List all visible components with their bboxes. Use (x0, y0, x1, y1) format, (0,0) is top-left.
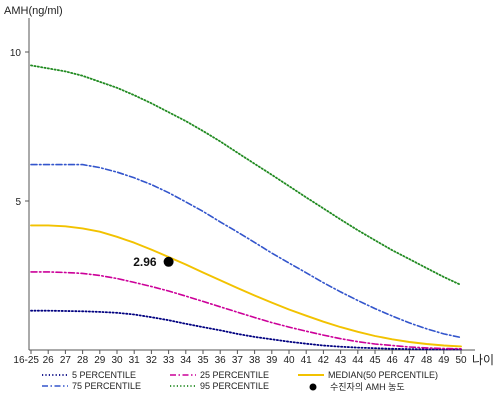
x-tick-label: 28 (77, 355, 89, 366)
series-lines (30, 64, 462, 351)
x-tick-label: 46 (387, 355, 399, 366)
x-tick-label: 40 (283, 355, 295, 366)
x-tick-label: 44 (352, 355, 364, 366)
x-tick-label: 47 (404, 355, 416, 366)
x-tick-label: 26 (43, 355, 55, 366)
series-line (30, 271, 462, 350)
legend-label: 95 PERCENTILE (200, 381, 269, 391)
series-line (30, 64, 462, 286)
patient-amh-label: 2.96 (133, 255, 157, 269)
x-tick-label: 45 (369, 355, 381, 366)
x-tick-label: 31 (129, 355, 141, 366)
series-line (30, 224, 462, 348)
x-tick-label: 48 (421, 355, 433, 366)
series-line (30, 309, 462, 351)
series-line (30, 163, 462, 339)
x-tick-label: 34 (180, 355, 192, 366)
legend-label: 25 PERCENTILE (200, 370, 269, 380)
x-tick-label: 49 (438, 355, 450, 366)
x-tick-label: 32 (146, 355, 158, 366)
legend-label: 75 PERCENTILE (72, 381, 141, 391)
x-tick-label: 39 (266, 355, 278, 366)
legend: 5 PERCENTILE 25 PERCENTILE MEDIAN(50 PERCE… (42, 370, 438, 392)
x-tick-label: 33 (163, 355, 175, 366)
x-tick-label: 27 (60, 355, 72, 366)
legend-label: 수진자의 AMH 농도 (330, 382, 405, 392)
x-ticks: 16-25 26 27 28 29 30 31 32 33 34 35 36 37 38 39 40 41 42 4… (13, 350, 467, 366)
x-tick-label: 50 (455, 355, 467, 366)
x-tick-label: 36 (215, 355, 227, 366)
patient-point-group: 2.96 (133, 255, 174, 269)
patient-amh-point (163, 256, 174, 267)
legend-label: MEDIAN(50 PERCENTILE) (328, 370, 438, 380)
legend-label: 5 PERCENTILE (72, 370, 136, 380)
x-tick-label: 37 (232, 355, 244, 366)
x-tick-label: 42 (318, 355, 330, 366)
x-tick-label: 35 (197, 355, 209, 366)
x-tick-label: 30 (111, 355, 123, 366)
y-tick-label: 10 (10, 48, 22, 59)
x-axis-title: 나이 (472, 353, 494, 367)
legend-point-marker (309, 383, 317, 391)
x-tick-label: 29 (94, 355, 106, 366)
y-axis-title: AMH(ng/ml) (4, 5, 63, 17)
x-tick-label: 43 (335, 355, 347, 366)
y-ticks: 5 10 (10, 48, 29, 208)
y-tick-label: 5 (15, 197, 21, 208)
x-tick-label: 16-25 (13, 355, 39, 366)
x-tick-label: 41 (301, 355, 313, 366)
chart-axes: AMH(ng/ml) 나이 (4, 5, 494, 367)
x-tick-label: 38 (249, 355, 261, 366)
